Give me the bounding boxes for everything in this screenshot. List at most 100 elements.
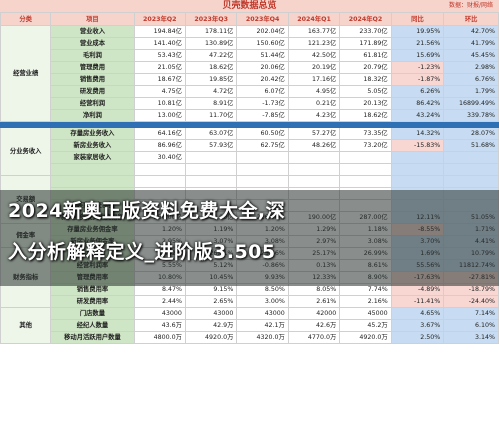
value-cell: 18.67亿 [133,73,186,86]
item-cell: 净利润 [50,109,135,122]
qoq-cell: 16899.49% [443,97,499,110]
value-cell: 57.93亿 [184,139,238,152]
yoy-cell: -1.23% [390,61,445,74]
table-row: 销售费用 18.67亿 19.85亿 20.42亿 17.16亿 18.32亿 -1.87%… [1,73,499,86]
value-cell: 45000 [339,307,392,320]
qoq-cell: 3.14% [443,331,499,344]
value-cell [287,163,341,176]
value-cell: 63.07亿 [184,127,238,140]
item-cell: 管理费用 [50,61,135,74]
value-cell: -1.73亿 [236,97,289,110]
category-cell: 其他 [0,307,52,344]
yoy-cell [390,163,445,176]
table-row: 净利润 13.00亿 11.70亿 -7.85亿 4.23亿 18.62亿 43.24% 33… [1,109,499,122]
qoq-cell: 28.07% [443,127,499,140]
item-cell: 新房业务收入 [50,139,135,152]
column-header: 项目 [50,12,135,26]
value-cell: 60.50亿 [236,127,289,140]
item-cell: 毛利润 [50,49,135,62]
value-cell: 42.9万 [184,319,238,332]
value-cell [184,163,238,176]
table-row: 营业成本 141.40亿 130.89亿 150.60亿 121.23亿 171.89亿 2… [1,37,499,50]
value-cell: 17.16亿 [287,73,341,86]
value-cell [236,175,289,188]
value-cell [133,175,186,188]
yoy-cell: -11.41% [390,295,445,308]
value-cell: 18.32亿 [339,73,392,86]
qoq-cell: 7.14% [443,307,499,320]
value-cell: 18.62亿 [339,109,392,122]
column-header: 2023年Q2 [133,12,186,26]
yoy-cell: -1.87% [390,73,445,86]
table-row: 经营利润 10.81亿 8.91亿 -1.73亿 0.21亿 20.13亿 86.42% 16… [1,97,499,110]
yoy-cell: 15.69% [390,49,445,62]
value-cell: 13.00亿 [133,109,186,122]
value-cell: 3.00% [236,295,289,308]
value-cell [133,163,186,176]
column-header: 2024年Q2 [339,12,392,26]
value-cell: 43000 [184,307,238,320]
value-cell: 42.1万 [236,319,289,332]
value-cell: 42.6万 [287,319,341,332]
table-row: 家装家居收入 30.40亿 [1,151,499,164]
value-cell: 2.61% [287,295,341,308]
value-cell: 73.20亿 [339,139,392,152]
value-cell [339,175,392,188]
value-cell: 53.43亿 [133,49,186,62]
value-cell [236,163,289,176]
value-cell: 4920.0万 [184,331,238,344]
qoq-cell: 6.10% [443,319,499,332]
qoq-cell [443,163,499,176]
item-cell: 家装家居收入 [50,151,135,164]
table-row: 毛利润 53.43亿 47.22亿 51.44亿 42.50亿 61.81亿 15.69% 4… [1,49,499,62]
item-cell [50,175,135,188]
value-cell: 121.23亿 [287,37,341,50]
value-cell: 141.40亿 [133,37,186,50]
value-cell: 20.79亿 [339,61,392,74]
value-cell: 6.07亿 [236,85,289,98]
yoy-cell: 19.95% [390,25,445,38]
item-cell: 研发费用 [50,85,135,98]
value-cell: 42000 [287,307,341,320]
value-cell: 20.06亿 [236,61,289,74]
table-row: 分业务收入 存量房业务收入 64.16亿 63.07亿 60.50亿 57.27亿 73.3… [0,127,499,176]
table-row: 其他 门店数量 43000 43000 43000 42000 45000 4.65% 7.14… [0,307,499,344]
qoq-cell: 1.79% [443,85,499,98]
table-row: 新房业务收入 86.96亿 57.93亿 62.75亿 48.26亿 73.20亿 -15.… [1,139,499,152]
header-row: 分类 项目 2023年Q2 2023年Q3 2023年Q4 2024年Q1 2024年Q2 同… [0,12,499,26]
item-cell: 经纪人数量 [50,319,135,332]
column-header: 同比 [390,12,445,26]
value-cell: 4770.0万 [287,331,341,344]
value-cell: 57.27亿 [287,127,341,140]
value-cell: 8.91亿 [184,97,238,110]
value-cell: 4.95亿 [287,85,341,98]
table-title: 贝壳数据总览 [0,0,499,12]
value-cell: 73.35亿 [339,127,392,140]
value-cell: 47.22亿 [184,49,238,62]
value-cell: 62.75亿 [236,139,289,152]
value-cell: 194.84亿 [133,25,186,38]
data-table: 分类 项目 2023年Q2 2023年Q3 2023年Q4 2024年Q1 2024年Q2 同… [0,12,499,344]
table-row: 交易额 [0,175,499,224]
value-cell: 150.60亿 [236,37,289,50]
qoq-cell [443,175,499,188]
value-cell [236,151,289,164]
yoy-cell: 3.67% [390,319,445,332]
item-cell: 门店数量 [50,307,135,320]
value-cell: 30.40亿 [133,151,186,164]
value-cell: 2.44% [133,295,186,308]
value-cell [339,151,392,164]
value-cell: 43000 [236,307,289,320]
value-cell: 4320.0万 [236,331,289,344]
value-cell: 171.89亿 [339,37,392,50]
value-cell: 48.26亿 [287,139,341,152]
yoy-cell: 4.65% [390,307,445,320]
table-row: 研发费用 4.75亿 4.72亿 6.07亿 4.95亿 5.05亿 6.26% 1.79% [1,85,499,98]
value-cell [339,163,392,176]
value-cell: 64.16亿 [133,127,186,140]
category-cell: 经营业绩 [0,25,52,122]
value-cell: 130.89亿 [184,37,238,50]
value-cell: 5.05亿 [339,85,392,98]
value-cell: 20.42亿 [236,73,289,86]
value-cell: 11.70亿 [184,109,238,122]
